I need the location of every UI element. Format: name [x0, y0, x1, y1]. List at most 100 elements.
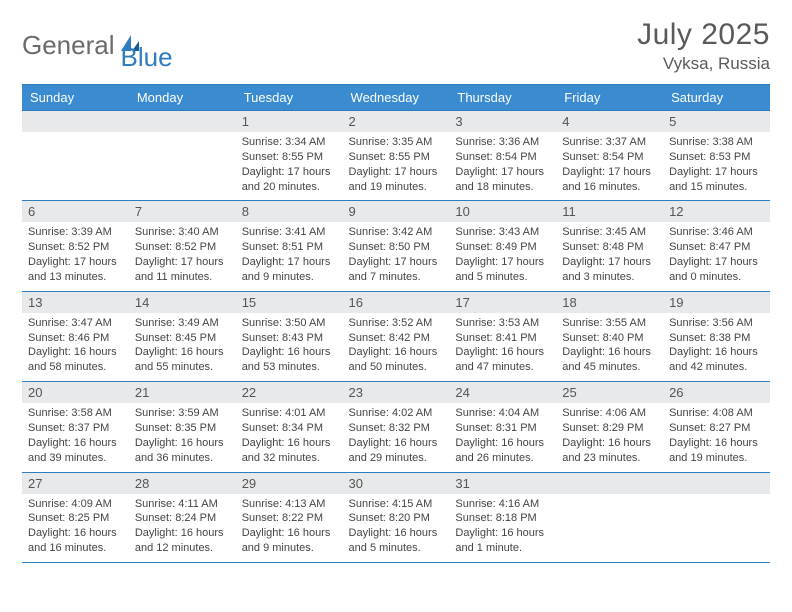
logo: General Blue	[22, 18, 173, 73]
day-body: Sunrise: 3:39 AMSunset: 8:52 PMDaylight:…	[22, 222, 129, 290]
day-number: 6	[22, 201, 129, 222]
daylight-line: Daylight: 16 hours and 39 minutes.	[28, 436, 123, 466]
sunset-line: Sunset: 8:24 PM	[135, 511, 230, 526]
daylight-line: Daylight: 16 hours and 19 minutes.	[669, 436, 764, 466]
calendar-day-cell: 5Sunrise: 3:38 AMSunset: 8:53 PMDaylight…	[663, 111, 770, 201]
daylight-line: Daylight: 17 hours and 9 minutes.	[242, 255, 337, 285]
calendar-day-cell: 4Sunrise: 3:37 AMSunset: 8:54 PMDaylight…	[556, 111, 663, 201]
sunset-line: Sunset: 8:18 PM	[455, 511, 550, 526]
sunset-line: Sunset: 8:34 PM	[242, 421, 337, 436]
weekday-header: Friday	[556, 85, 663, 111]
header: General Blue July 2025 Vyksa, Russia	[22, 18, 770, 74]
sunrise-line: Sunrise: 4:13 AM	[242, 497, 337, 512]
sunrise-line: Sunrise: 3:37 AM	[562, 135, 657, 150]
calendar-week-row: 1Sunrise: 3:34 AMSunset: 8:55 PMDaylight…	[22, 111, 770, 201]
day-number: 19	[663, 292, 770, 313]
weekday-header-row: SundayMondayTuesdayWednesdayThursdayFrid…	[22, 85, 770, 111]
sunrise-line: Sunrise: 4:09 AM	[28, 497, 123, 512]
day-body-empty	[22, 132, 129, 192]
sunrise-line: Sunrise: 3:49 AM	[135, 316, 230, 331]
day-body: Sunrise: 4:04 AMSunset: 8:31 PMDaylight:…	[449, 403, 556, 471]
daylight-line: Daylight: 16 hours and 1 minute.	[455, 526, 550, 556]
daylight-line: Daylight: 17 hours and 11 minutes.	[135, 255, 230, 285]
calendar-empty-cell	[663, 472, 770, 562]
day-body: Sunrise: 3:37 AMSunset: 8:54 PMDaylight:…	[556, 132, 663, 200]
calendar-table: SundayMondayTuesdayWednesdayThursdayFrid…	[22, 84, 770, 563]
day-body: Sunrise: 4:06 AMSunset: 8:29 PMDaylight:…	[556, 403, 663, 471]
sunset-line: Sunset: 8:52 PM	[28, 240, 123, 255]
day-body: Sunrise: 3:55 AMSunset: 8:40 PMDaylight:…	[556, 313, 663, 381]
sunrise-line: Sunrise: 3:58 AM	[28, 406, 123, 421]
sunset-line: Sunset: 8:51 PM	[242, 240, 337, 255]
weekday-header: Thursday	[449, 85, 556, 111]
daylight-line: Daylight: 17 hours and 15 minutes.	[669, 165, 764, 195]
sunrise-line: Sunrise: 3:36 AM	[455, 135, 550, 150]
daylight-line: Daylight: 17 hours and 18 minutes.	[455, 165, 550, 195]
sunset-line: Sunset: 8:37 PM	[28, 421, 123, 436]
calendar-week-row: 27Sunrise: 4:09 AMSunset: 8:25 PMDayligh…	[22, 472, 770, 562]
day-body: Sunrise: 3:47 AMSunset: 8:46 PMDaylight:…	[22, 313, 129, 381]
calendar-empty-cell	[556, 472, 663, 562]
day-number: 8	[236, 201, 343, 222]
day-number: 18	[556, 292, 663, 313]
daylight-line: Daylight: 17 hours and 0 minutes.	[669, 255, 764, 285]
day-number-empty	[556, 473, 663, 494]
calendar-day-cell: 6Sunrise: 3:39 AMSunset: 8:52 PMDaylight…	[22, 201, 129, 291]
day-number: 7	[129, 201, 236, 222]
daylight-line: Daylight: 17 hours and 7 minutes.	[349, 255, 444, 285]
calendar-day-cell: 23Sunrise: 4:02 AMSunset: 8:32 PMDayligh…	[343, 382, 450, 472]
day-body: Sunrise: 4:09 AMSunset: 8:25 PMDaylight:…	[22, 494, 129, 562]
day-body: Sunrise: 3:50 AMSunset: 8:43 PMDaylight:…	[236, 313, 343, 381]
sunset-line: Sunset: 8:22 PM	[242, 511, 337, 526]
sunset-line: Sunset: 8:27 PM	[669, 421, 764, 436]
day-number: 23	[343, 382, 450, 403]
sunrise-line: Sunrise: 3:45 AM	[562, 225, 657, 240]
sunset-line: Sunset: 8:52 PM	[135, 240, 230, 255]
day-number: 1	[236, 111, 343, 132]
daylight-line: Daylight: 16 hours and 9 minutes.	[242, 526, 337, 556]
calendar-day-cell: 24Sunrise: 4:04 AMSunset: 8:31 PMDayligh…	[449, 382, 556, 472]
calendar-day-cell: 10Sunrise: 3:43 AMSunset: 8:49 PMDayligh…	[449, 201, 556, 291]
sunset-line: Sunset: 8:54 PM	[455, 150, 550, 165]
day-body: Sunrise: 3:53 AMSunset: 8:41 PMDaylight:…	[449, 313, 556, 381]
daylight-line: Daylight: 17 hours and 20 minutes.	[242, 165, 337, 195]
sunset-line: Sunset: 8:41 PM	[455, 331, 550, 346]
sunrise-line: Sunrise: 3:39 AM	[28, 225, 123, 240]
sunset-line: Sunset: 8:29 PM	[562, 421, 657, 436]
sunrise-line: Sunrise: 4:06 AM	[562, 406, 657, 421]
day-body: Sunrise: 3:41 AMSunset: 8:51 PMDaylight:…	[236, 222, 343, 290]
day-number: 5	[663, 111, 770, 132]
sunset-line: Sunset: 8:40 PM	[562, 331, 657, 346]
daylight-line: Daylight: 16 hours and 47 minutes.	[455, 345, 550, 375]
daylight-line: Daylight: 16 hours and 12 minutes.	[135, 526, 230, 556]
day-body: Sunrise: 3:52 AMSunset: 8:42 PMDaylight:…	[343, 313, 450, 381]
calendar-day-cell: 11Sunrise: 3:45 AMSunset: 8:48 PMDayligh…	[556, 201, 663, 291]
day-number: 20	[22, 382, 129, 403]
calendar-day-cell: 21Sunrise: 3:59 AMSunset: 8:35 PMDayligh…	[129, 382, 236, 472]
sunrise-line: Sunrise: 3:38 AM	[669, 135, 764, 150]
sunset-line: Sunset: 8:50 PM	[349, 240, 444, 255]
sunrise-line: Sunrise: 4:11 AM	[135, 497, 230, 512]
day-number: 4	[556, 111, 663, 132]
sunset-line: Sunset: 8:54 PM	[562, 150, 657, 165]
day-body: Sunrise: 3:35 AMSunset: 8:55 PMDaylight:…	[343, 132, 450, 200]
calendar-day-cell: 1Sunrise: 3:34 AMSunset: 8:55 PMDaylight…	[236, 111, 343, 201]
month-title: July 2025	[637, 18, 770, 52]
day-body: Sunrise: 4:08 AMSunset: 8:27 PMDaylight:…	[663, 403, 770, 471]
calendar-day-cell: 16Sunrise: 3:52 AMSunset: 8:42 PMDayligh…	[343, 291, 450, 381]
weekday-header: Saturday	[663, 85, 770, 111]
day-number: 14	[129, 292, 236, 313]
day-number-empty	[663, 473, 770, 494]
day-body: Sunrise: 3:43 AMSunset: 8:49 PMDaylight:…	[449, 222, 556, 290]
day-body: Sunrise: 4:01 AMSunset: 8:34 PMDaylight:…	[236, 403, 343, 471]
weekday-header: Tuesday	[236, 85, 343, 111]
day-number: 29	[236, 473, 343, 494]
calendar-day-cell: 13Sunrise: 3:47 AMSunset: 8:46 PMDayligh…	[22, 291, 129, 381]
sunset-line: Sunset: 8:38 PM	[669, 331, 764, 346]
calendar-day-cell: 18Sunrise: 3:55 AMSunset: 8:40 PMDayligh…	[556, 291, 663, 381]
day-number-empty	[22, 111, 129, 132]
day-body: Sunrise: 3:59 AMSunset: 8:35 PMDaylight:…	[129, 403, 236, 471]
day-body: Sunrise: 3:40 AMSunset: 8:52 PMDaylight:…	[129, 222, 236, 290]
sunrise-line: Sunrise: 3:42 AM	[349, 225, 444, 240]
day-number: 28	[129, 473, 236, 494]
